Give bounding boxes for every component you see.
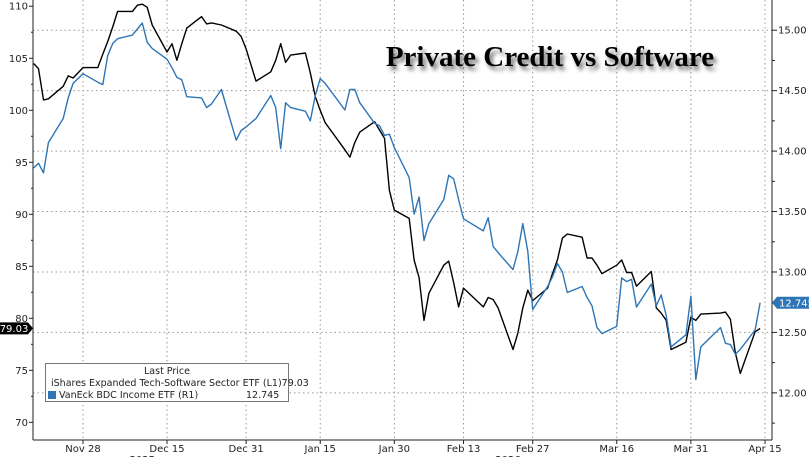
last-value-label-right: 12.745 — [779, 298, 809, 309]
right-y-tick-label: 15.00 — [778, 26, 807, 37]
chart-title: Private Credit vs Software — [386, 41, 714, 73]
legend-label: VanEck BDC Income ETF (R1) — [59, 389, 199, 401]
software-etf-line — [33, 3, 761, 375]
right-y-tick-label: 12.00 — [778, 388, 807, 399]
right-y-tick-label: 12.50 — [778, 328, 807, 339]
x-tick-label: Mar 31 — [673, 444, 708, 455]
x-tick-label: Feb 27 — [516, 444, 550, 455]
axes: Nov 28 Dec 15 Dec 31 Jan 15 Jan 30 Feb 13 Feb … — [9, 0, 807, 457]
x-tick-label: Nov 28 — [65, 444, 100, 455]
legend-swatch-blue — [48, 391, 56, 399]
left-y-tick-label: 105 — [9, 54, 28, 65]
x-tick-label: Dec 15 — [149, 444, 184, 455]
left-y-tick-label: 70 — [15, 418, 28, 429]
legend-header: Last Price — [144, 366, 190, 377]
right-y-tick-label: 13.00 — [778, 267, 807, 278]
last-value-label-left: 79.03 — [0, 324, 28, 335]
gridlines — [33, 0, 772, 440]
right-y-tick-label: 13.50 — [778, 207, 807, 218]
left-y-tick-label: 75 — [15, 366, 28, 377]
last-value-badge-left — [0, 322, 33, 335]
legend-entry-bdc-etf: VanEck BDC Income ETF (R1) 12.745 — [46, 389, 288, 401]
x-tick-label: Mar 16 — [599, 444, 634, 455]
x-tick-label: Jan 15 — [304, 444, 336, 455]
series-lines — [33, 3, 761, 381]
left-y-tick-label: 90 — [15, 210, 28, 221]
legend-value: 79.03 — [281, 377, 309, 389]
left-y-tick-label: 95 — [15, 158, 28, 169]
x-tick-label: Apr 15 — [748, 444, 781, 455]
legend-value: 12.745 — [246, 389, 280, 401]
bdc-etf-line — [33, 22, 761, 381]
left-y-tick-label: 85 — [15, 262, 28, 273]
x-tick-label: Jan 30 — [378, 444, 410, 455]
legend-entry-software-etf: iShares Expanded Tech-Software Sector ET… — [46, 377, 309, 389]
last-value-badge-right — [772, 296, 809, 309]
left-y-tick-label: 110 — [9, 2, 28, 13]
x-tick-label: Feb 13 — [447, 444, 481, 455]
last-value-labels: 79.03 12.745 — [0, 296, 809, 335]
x-tick-label: Dec 31 — [228, 444, 263, 455]
right-y-tick-label: 14.50 — [778, 86, 807, 97]
left-y-tick-label: 100 — [9, 106, 28, 117]
year-label: 2026 — [495, 455, 520, 457]
left-y-tick-label: 80 — [15, 314, 28, 325]
legend-label: iShares Expanded Tech-Software Sector ET… — [51, 377, 282, 389]
legend: Last Price iShares Expanded Tech-Softwar… — [45, 363, 309, 402]
year-label: 2025 — [130, 455, 155, 457]
right-y-tick-label: 14.00 — [778, 147, 807, 158]
